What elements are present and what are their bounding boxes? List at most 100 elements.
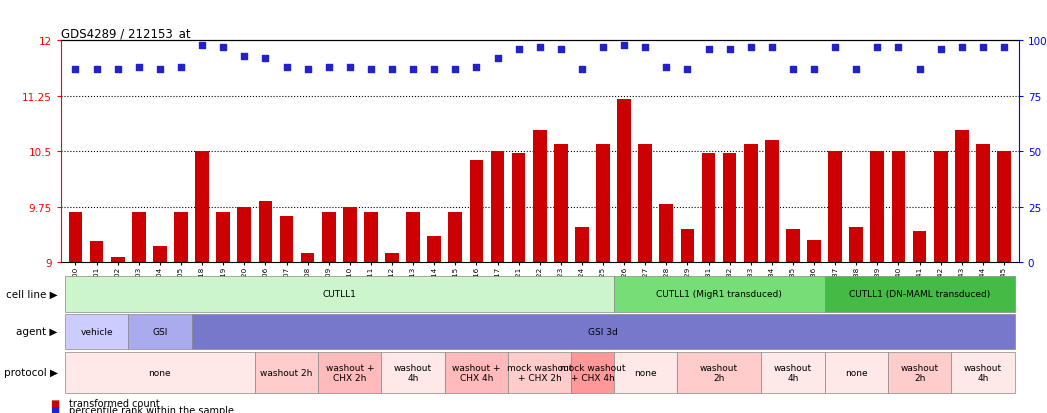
Bar [722,153,736,262]
Bar [701,153,715,262]
Point [806,67,823,74]
Text: washout
2h: washout 2h [900,363,938,382]
Point [320,64,337,71]
Text: GSI: GSI [152,327,168,336]
Text: washout
4h: washout 4h [394,363,432,382]
Bar [259,202,272,262]
Text: washout
2h: washout 2h [700,363,738,382]
Text: washout 2h: washout 2h [261,368,313,377]
Bar [300,254,314,262]
Point [510,47,527,53]
Point [67,67,84,74]
Point [996,45,1012,51]
Text: agent ▶: agent ▶ [16,326,58,337]
Text: GSI 3d: GSI 3d [588,327,618,336]
Point [700,47,717,53]
Point [426,67,443,74]
Bar [765,141,779,262]
Bar [512,153,526,262]
Bar [448,212,462,262]
Point [383,67,400,74]
Bar [849,228,863,262]
Point [890,45,907,51]
Text: washout +
CHX 2h: washout + CHX 2h [326,363,374,382]
Bar [427,237,441,262]
Point [595,45,611,51]
Point [932,47,949,53]
Point [447,67,464,74]
Point [257,56,273,62]
Point [279,64,295,71]
Bar [153,246,166,262]
Point [848,67,865,74]
Point [637,45,653,51]
Text: none: none [633,368,656,377]
Bar [934,152,948,262]
Bar [321,212,336,262]
Point [616,43,632,49]
Point [405,67,422,74]
Text: CUTLL1 (MigR1 transduced): CUTLL1 (MigR1 transduced) [656,290,782,299]
Text: transformed count: transformed count [69,398,160,408]
Bar [786,229,800,262]
Bar [217,212,230,262]
Bar [828,152,842,262]
Point [658,64,674,71]
Bar [406,212,420,262]
Point [468,64,485,71]
Text: mock washout
+ CHX 2h: mock washout + CHX 2h [507,363,573,382]
Text: washout
4h: washout 4h [964,363,1002,382]
Text: cell line ▶: cell line ▶ [6,289,58,299]
Bar [743,145,758,262]
Bar [174,212,187,262]
Bar [955,131,968,262]
Bar [870,152,885,262]
Bar [132,212,146,262]
Text: none: none [845,368,868,377]
Bar [681,229,694,262]
Text: CUTLL1 (DN-MAML transduced): CUTLL1 (DN-MAML transduced) [849,290,990,299]
Bar [364,212,378,262]
Bar [491,152,505,262]
Bar [892,152,906,262]
Point [869,45,886,51]
Bar [533,131,547,262]
Bar [385,254,399,262]
Text: ■: ■ [50,398,60,408]
Point [152,67,169,74]
Text: none: none [149,368,172,377]
Bar [913,231,927,262]
Bar [807,240,821,262]
Point [194,43,210,49]
Point [362,67,379,74]
Text: GDS4289 / 212153_at: GDS4289 / 212153_at [61,27,191,40]
Point [173,64,190,71]
Point [784,67,801,74]
Point [721,47,738,53]
Text: mock washout
+ CHX 4h: mock washout + CHX 4h [560,363,625,382]
Point [680,67,696,74]
Bar [554,145,567,262]
Point [131,64,148,71]
Bar [280,216,293,262]
Point [827,45,844,51]
Bar [660,205,673,262]
Point [911,67,928,74]
Text: protocol ▶: protocol ▶ [3,368,58,377]
Text: washout
4h: washout 4h [774,363,812,382]
Bar [596,145,610,262]
Point [109,67,126,74]
Point [532,45,549,51]
Bar [90,242,104,262]
Bar [111,257,125,262]
Text: CUTLL1: CUTLL1 [322,290,356,299]
Text: percentile rank within the sample: percentile rank within the sample [69,405,235,413]
Bar [575,228,588,262]
Point [489,56,506,62]
Point [975,45,992,51]
Bar [976,145,989,262]
Point [88,67,105,74]
Bar [195,152,209,262]
Point [574,67,591,74]
Point [299,67,316,74]
